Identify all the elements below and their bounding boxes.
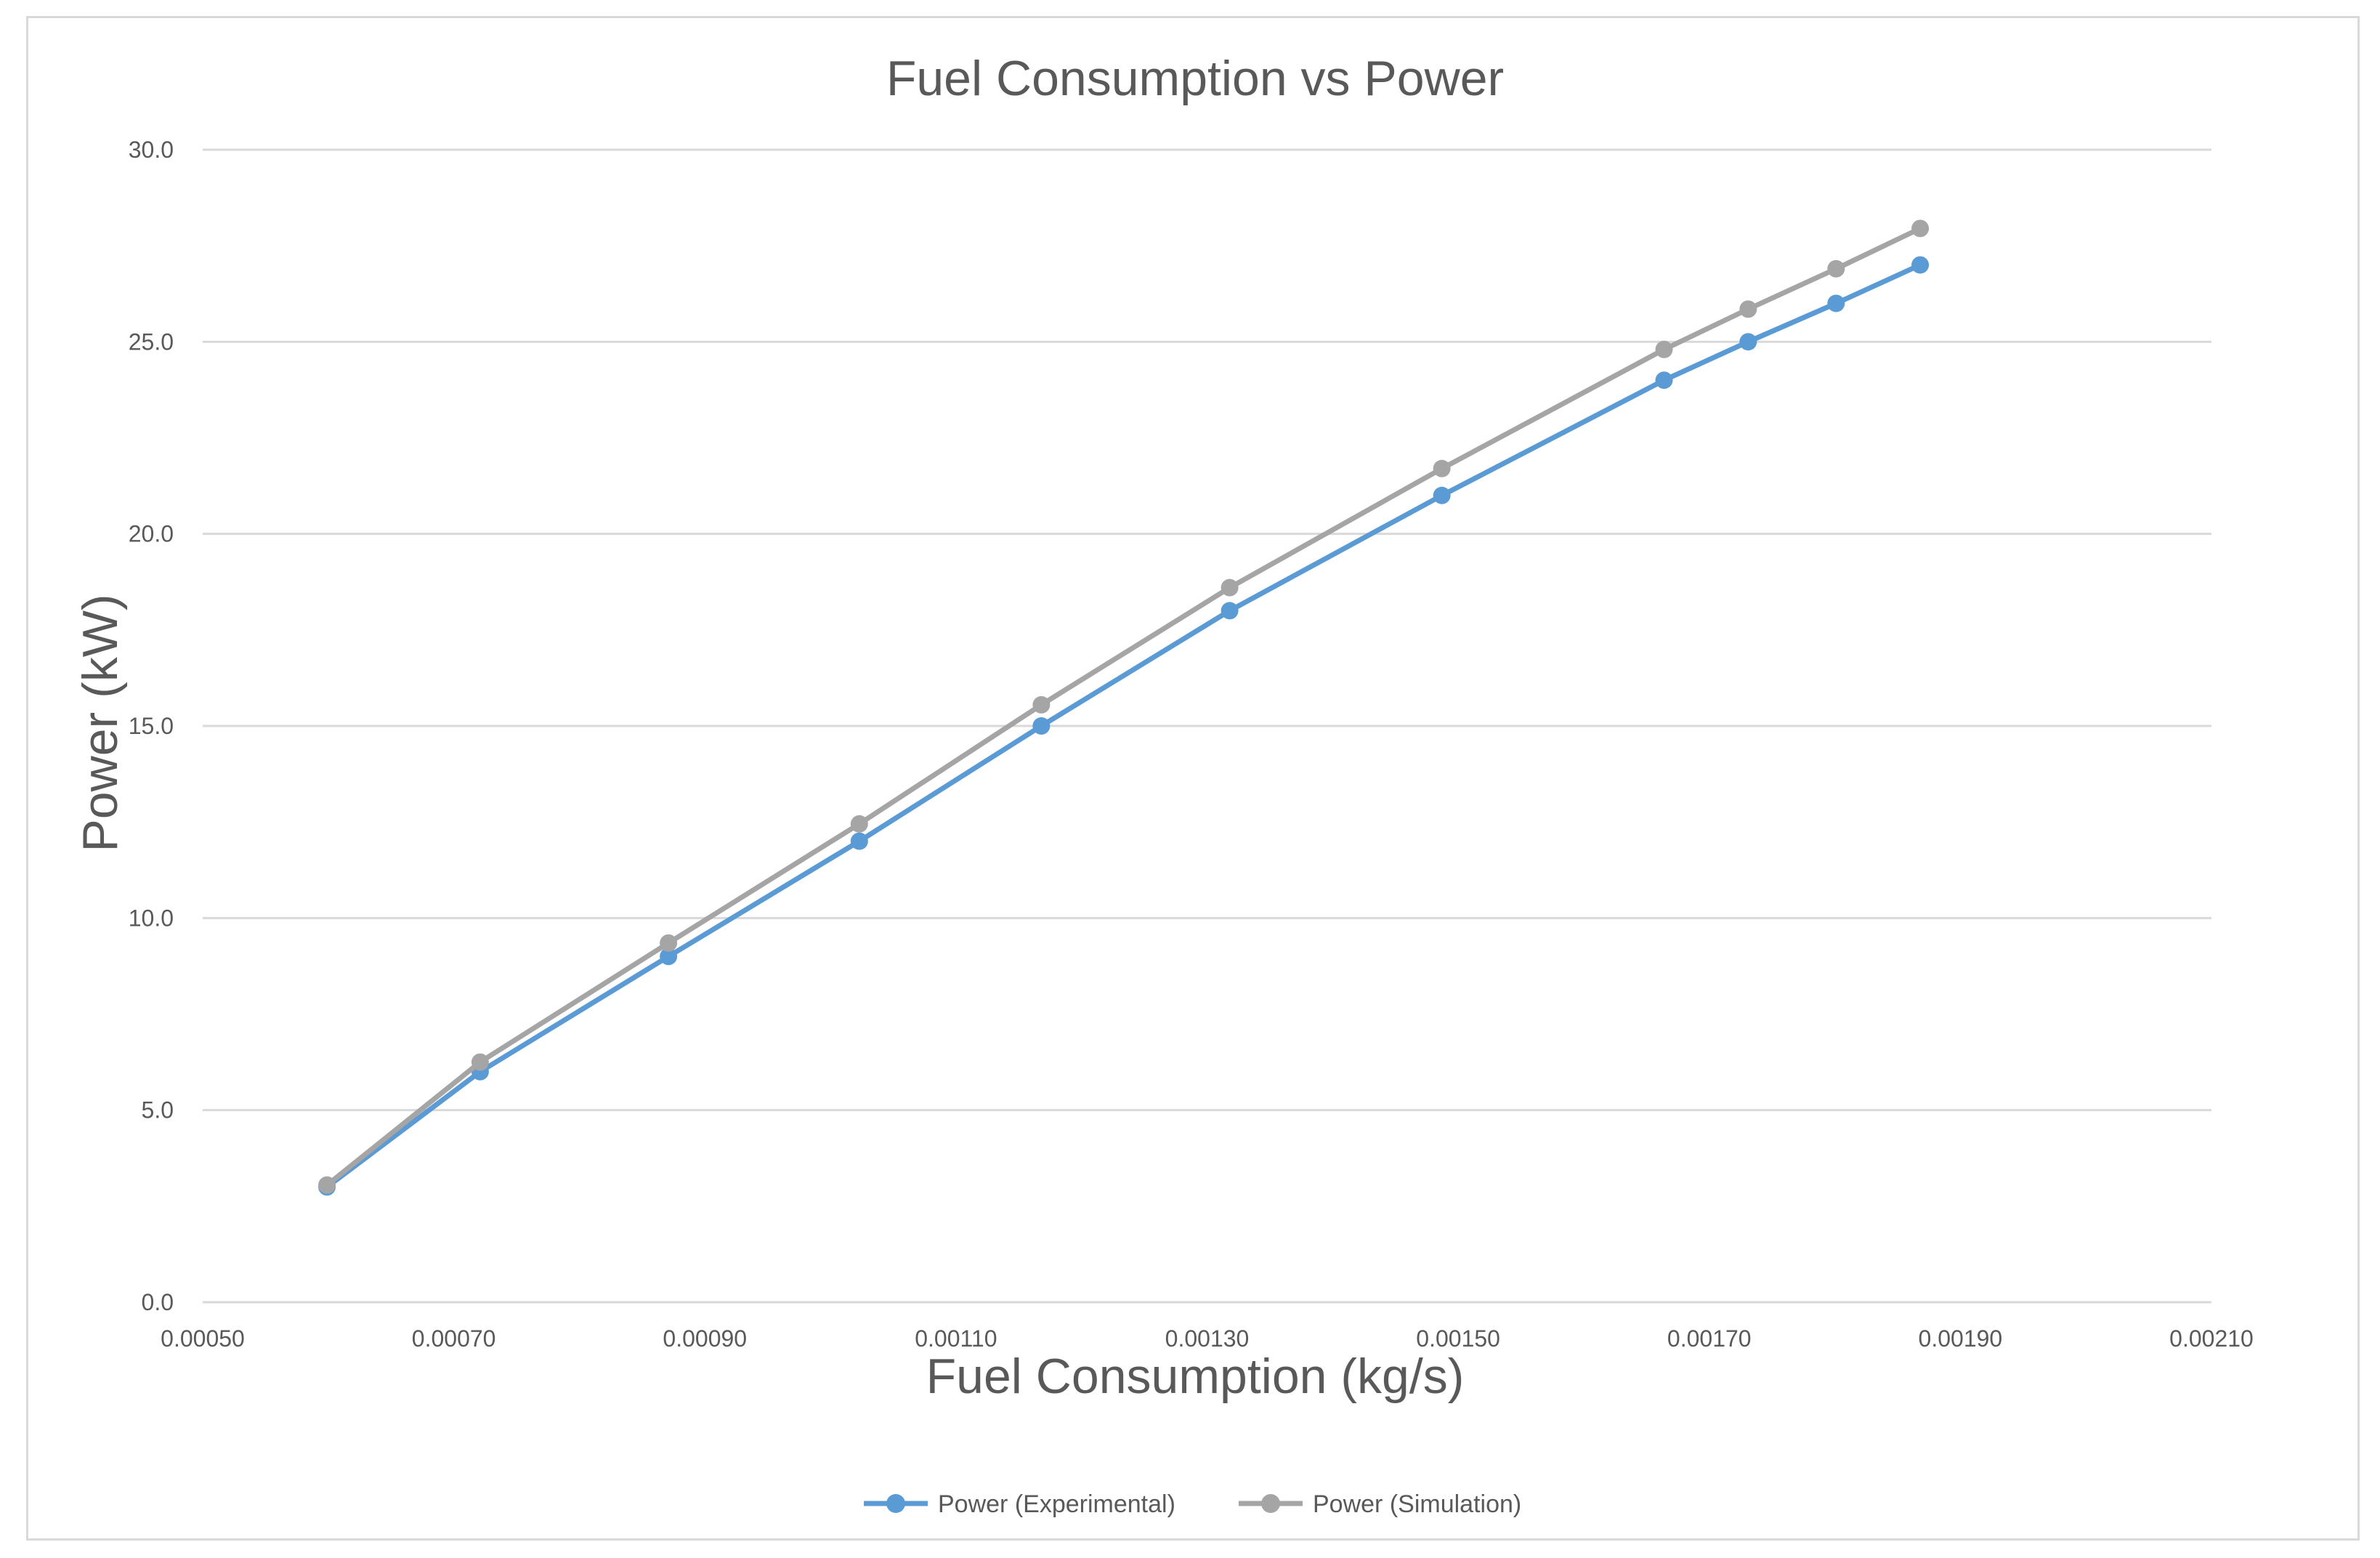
x-axis-title: Fuel Consumption (kg/s) xyxy=(926,1349,1465,1404)
x-tick-label: 0.00110 xyxy=(915,1325,997,1352)
data-point-experimental xyxy=(1433,486,1451,504)
x-tick-label: 0.00150 xyxy=(1416,1325,1500,1352)
data-point-simulation xyxy=(471,1053,489,1071)
series-experimental xyxy=(318,256,1930,1196)
data-point-simulation xyxy=(318,1176,336,1194)
x-tick-label: 0.00070 xyxy=(412,1325,496,1352)
y-axis-ticks: 0.0 5.0 10.0 15.0 20.0 25.0 30.0 xyxy=(129,137,174,1315)
x-tick-label: 0.00050 xyxy=(161,1325,245,1352)
x-tick-label: 0.00090 xyxy=(663,1325,747,1352)
chart-svg: Fuel Consumption vs Power 0.0 5.0 10.0 15.0… xyxy=(73,51,2254,1518)
series-simulation xyxy=(318,219,1930,1194)
data-point-simulation xyxy=(1433,459,1451,477)
data-point-simulation xyxy=(1827,259,1845,278)
y-tick-label: 5.0 xyxy=(142,1097,174,1123)
legend-label-simulation: Power (Simulation) xyxy=(1313,1490,1521,1518)
x-tick-label: 0.00130 xyxy=(1165,1325,1250,1352)
data-point-experimental xyxy=(1032,717,1051,735)
chart-title: Fuel Consumption vs Power xyxy=(886,51,1504,106)
legend: Power (Experimental) Power (Simulation) xyxy=(864,1490,1521,1518)
data-point-simulation xyxy=(850,815,868,833)
chart-frame: Fuel Consumption vs Power 0.0 5.0 10.0 15.0… xyxy=(26,16,2360,1541)
x-tick-label: 0.00190 xyxy=(1919,1325,2003,1352)
data-point-simulation xyxy=(660,934,678,952)
data-point-experimental xyxy=(850,832,868,850)
y-tick-label: 15.0 xyxy=(129,713,174,739)
legend-marker-simulation xyxy=(1261,1494,1280,1513)
y-tick-label: 20.0 xyxy=(129,521,174,547)
data-point-simulation xyxy=(1655,340,1673,358)
legend-item-experimental: Power (Experimental) xyxy=(864,1490,1175,1518)
x-axis-ticks: 0.00050 0.00070 0.00090 0.00110 0.00130 0.001… xyxy=(161,1325,2254,1352)
y-tick-label: 10.0 xyxy=(129,905,174,931)
x-tick-label: 0.00210 xyxy=(2169,1325,2254,1352)
y-tick-label: 0.0 xyxy=(142,1289,174,1315)
y-tick-label: 25.0 xyxy=(129,328,174,355)
data-point-experimental xyxy=(1827,294,1845,312)
data-point-simulation xyxy=(1032,695,1051,714)
data-point-simulation xyxy=(1911,219,1930,238)
series-layer xyxy=(318,219,1930,1196)
data-point-experimental xyxy=(1655,371,1673,390)
legend-marker-experimental xyxy=(886,1494,905,1513)
y-tick-label: 30.0 xyxy=(129,137,174,163)
data-point-simulation xyxy=(1221,578,1239,597)
gridlines xyxy=(203,148,2211,1112)
data-point-experimental xyxy=(1911,256,1930,274)
legend-label-experimental: Power (Experimental) xyxy=(938,1490,1175,1518)
data-point-simulation xyxy=(1739,300,1757,318)
data-point-experimental xyxy=(660,948,678,966)
x-tick-label: 0.00170 xyxy=(1667,1325,1752,1352)
data-point-experimental xyxy=(1221,602,1239,620)
legend-item-simulation: Power (Simulation) xyxy=(1239,1490,1521,1518)
data-point-experimental xyxy=(1739,333,1757,351)
y-axis-title: Power (kW) xyxy=(73,594,128,852)
